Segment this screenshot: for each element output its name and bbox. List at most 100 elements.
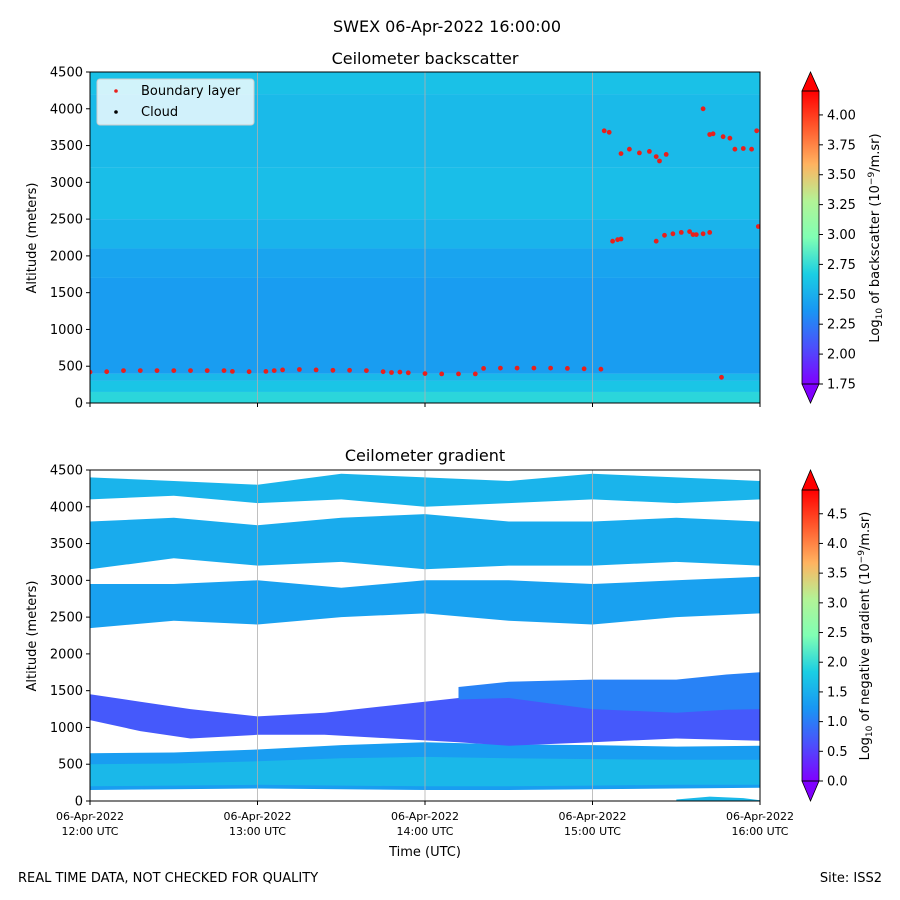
boundary-layer-point xyxy=(104,369,110,375)
colorbar-extend-max xyxy=(801,71,820,92)
boundary-layer-point xyxy=(531,365,537,371)
boundary-layer-point xyxy=(749,146,754,152)
colorbar-tick-label: 2.5 xyxy=(827,626,848,641)
colorbar-label-post: /m.sr) xyxy=(868,133,883,171)
boundary-layer-point xyxy=(653,238,659,244)
legend-box xyxy=(96,78,255,126)
y-tick-label: 3500 xyxy=(50,139,83,154)
colorbar-label-pre: Log xyxy=(868,319,883,342)
colorbar-tick-label: 2.25 xyxy=(827,318,856,333)
y-tick-label: 3000 xyxy=(50,176,83,191)
boundary-layer-point xyxy=(653,154,659,160)
colorbar-tick-label: 2.50 xyxy=(827,288,856,303)
gradient-x-ticks: 06-Apr-2022 12:00 UTC 06-Apr-2022 13:00 UTC… xyxy=(56,801,794,838)
colorbar-tick-label: 1.5 xyxy=(827,685,848,700)
y-tick-label: 0 xyxy=(75,397,83,412)
x-tick-time: 14:00 UTC xyxy=(396,825,453,838)
boundary-layer-point xyxy=(610,238,615,244)
y-tick-label: 2500 xyxy=(50,213,83,228)
boundary-layer-point xyxy=(330,367,336,373)
x-tick-date: 06-Apr-2022 xyxy=(223,810,291,823)
boundary-layer-point xyxy=(732,146,738,152)
y-tick-label: 4000 xyxy=(50,102,83,117)
boundary-layer-point xyxy=(637,150,642,156)
boundary-layer-point xyxy=(581,366,587,372)
boundary-layer-point xyxy=(606,129,612,135)
boundary-layer-point xyxy=(498,365,503,371)
boundary-layer-point xyxy=(687,229,692,235)
boundary-layer-point xyxy=(754,128,760,134)
boundary-layer-point xyxy=(707,230,713,235)
colorbar-label-sub: 10 xyxy=(865,725,875,737)
boundary-layer-point xyxy=(221,368,227,373)
y-tick-label: 1500 xyxy=(50,684,83,699)
boundary-layer-point xyxy=(514,365,520,371)
boundary-layer-point xyxy=(481,366,486,371)
colorbar-tick-label: 1.0 xyxy=(827,715,848,730)
boundary-layer-point xyxy=(657,158,662,164)
backscatter-y-ticks: 0 500 1000 1500 2000 2500 3000 3500 4000 4500 xyxy=(50,66,90,412)
boundary-layer-point xyxy=(171,368,177,373)
boundary-layer-point xyxy=(548,365,553,371)
y-tick-label: 4000 xyxy=(50,500,83,515)
site-label: Site: ISS2 xyxy=(820,871,882,886)
legend-marker-cloud xyxy=(114,110,118,114)
backscatter-colorbar: 4.00 3.75 3.50 3.25 3.00 2.75 2.50 2.25 2.00 1.75… xyxy=(801,71,885,404)
gradient-gridlines xyxy=(257,470,593,801)
boundary-layer-point xyxy=(313,367,319,373)
x-tick-date: 06-Apr-2022 xyxy=(56,810,124,823)
boundary-layer-point xyxy=(618,236,624,242)
boundary-layer-point xyxy=(456,371,461,377)
x-tick-date: 06-Apr-2022 xyxy=(558,810,626,823)
y-tick-label: 1500 xyxy=(50,286,83,301)
backscatter-title: Ceilometer backscatter xyxy=(332,49,519,68)
colorbar-body xyxy=(802,91,819,384)
boundary-layer-point xyxy=(280,367,285,373)
colorbar-extend-min xyxy=(801,780,820,803)
boundary-layer-point xyxy=(472,371,478,377)
boundary-layer-point xyxy=(347,367,352,373)
y-tick-label: 1000 xyxy=(50,323,83,338)
colorbar-extend-max xyxy=(801,468,820,491)
boundary-layer-point xyxy=(598,366,604,372)
y-tick-label: 3000 xyxy=(50,574,83,589)
boundary-layer-point xyxy=(618,151,624,157)
boundary-layer-point xyxy=(601,128,607,134)
colorbar-tick-label: 4.00 xyxy=(827,108,856,123)
quality-disclaimer: REAL TIME DATA, NOT CHECKED FOR QUALITY xyxy=(18,871,318,886)
colorbar-label-sup: −9 xyxy=(857,550,867,564)
x-tick-date: 06-Apr-2022 xyxy=(726,810,794,823)
colorbar-tick-label: 0.0 xyxy=(827,775,848,790)
y-tick-label: 2000 xyxy=(50,249,83,264)
boundary-layer-point xyxy=(439,371,445,377)
colorbar-label-mid: of negative gradient (10 xyxy=(858,563,873,725)
colorbar-tick-label: 3.75 xyxy=(827,138,856,153)
y-tick-label: 500 xyxy=(58,360,83,375)
colorbar-label-post: /m.sr) xyxy=(858,512,873,550)
backscatter-x-ticks xyxy=(89,403,761,407)
boundary-layer-point xyxy=(188,368,193,373)
gradient-panel: Ceilometer gradient 0 500 1000 1500 2000 2500… xyxy=(25,446,875,860)
gradient-y-ticks: 0 500 1000 1500 2000 2500 3000 3500 4000 4500 xyxy=(50,464,90,810)
boundary-layer-point xyxy=(678,230,684,235)
boundary-layer-point xyxy=(297,367,302,372)
boundary-layer-point xyxy=(204,368,210,373)
colorbar-label: Log10 of negative gradient (10−9/m.sr) xyxy=(857,512,875,761)
boundary-layer-point xyxy=(647,149,652,154)
boundary-layer-point xyxy=(389,370,394,375)
colorbar-tick-label: 3.25 xyxy=(827,198,856,213)
gradient-y-axis-label: Altitude (meters) xyxy=(25,581,40,692)
boundary-layer-point xyxy=(710,131,716,137)
y-tick-label: 4500 xyxy=(50,66,83,81)
colorbar-label-mid: of backscatter (10 xyxy=(868,185,883,308)
boundary-layer-point xyxy=(271,368,277,373)
y-tick-label: 4500 xyxy=(50,464,83,479)
backscatter-gridlines xyxy=(257,72,593,403)
gradient-colorbar: 4.5 4.0 3.5 3.0 2.5 2.0 1.5 1.0 0.5 0.0 Log10 of … xyxy=(801,468,875,803)
boundary-layer-point xyxy=(90,369,93,375)
colorbar-label-sup: −9 xyxy=(867,172,877,186)
gradient-band-7 xyxy=(676,796,760,801)
boundary-layer-points xyxy=(90,106,760,380)
boundary-layer-point xyxy=(720,134,726,140)
